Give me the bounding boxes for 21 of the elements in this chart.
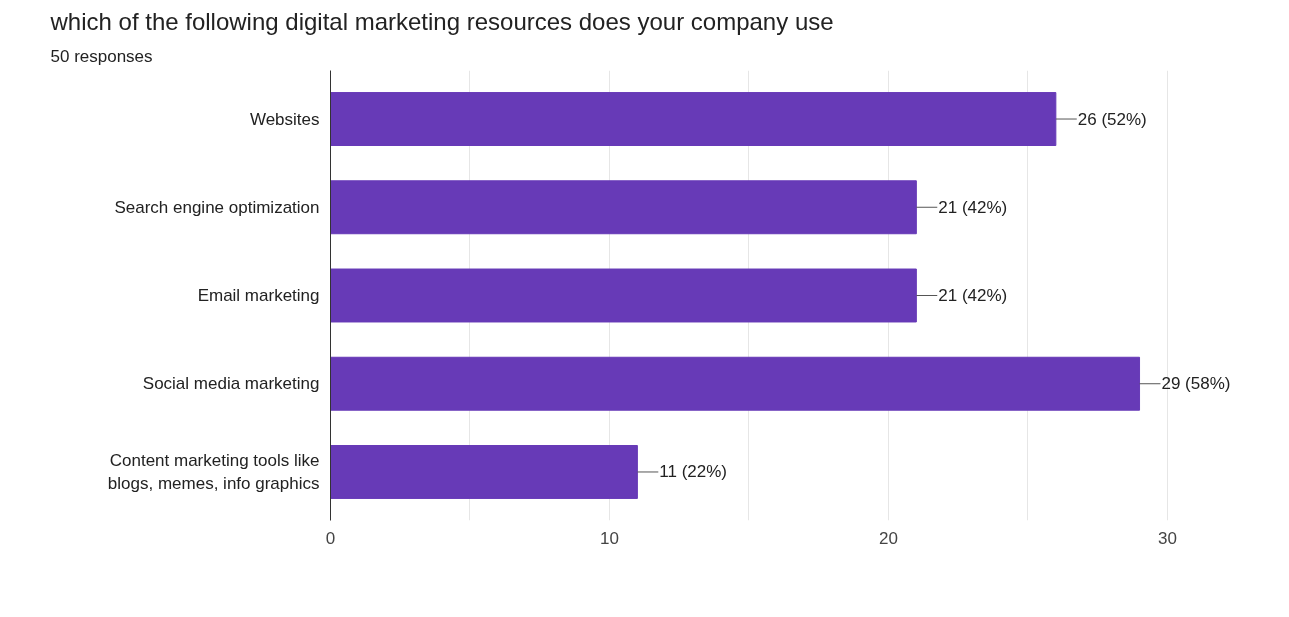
- y-tick-label: Email marketing: [197, 286, 320, 305]
- y-tick-label: Websites: [249, 109, 320, 129]
- bar: [330, 268, 917, 323]
- x-tick-label: 20: [879, 528, 898, 548]
- data-label: 21 (42%): [938, 286, 1008, 305]
- y-tick-label: Search engine optimization: [114, 197, 320, 217]
- data-label: 11 (22%): [659, 462, 728, 482]
- x-tick-label: 30: [1157, 528, 1177, 548]
- y-tick-label: Content marketing tools like blogs, memes, info graphics: [107, 451, 320, 493]
- x-tick-label: 0: [325, 528, 336, 548]
- bar: [330, 356, 1141, 411]
- data-label: 21 (42%): [938, 197, 1008, 217]
- chart-title: which of the following digital marketing resources does your company use: [49, 7, 834, 35]
- text: 50 responses: [50, 46, 153, 66]
- bar: [330, 445, 638, 499]
- bar: [330, 92, 1057, 146]
- data-label: 26 (52%): [1077, 109, 1147, 129]
- y-tick-label: Social media marketing: [142, 374, 320, 394]
- bar: [330, 180, 917, 235]
- x-tick-label: 10: [600, 528, 619, 548]
- data-label: 29 (58%): [1161, 374, 1231, 394]
